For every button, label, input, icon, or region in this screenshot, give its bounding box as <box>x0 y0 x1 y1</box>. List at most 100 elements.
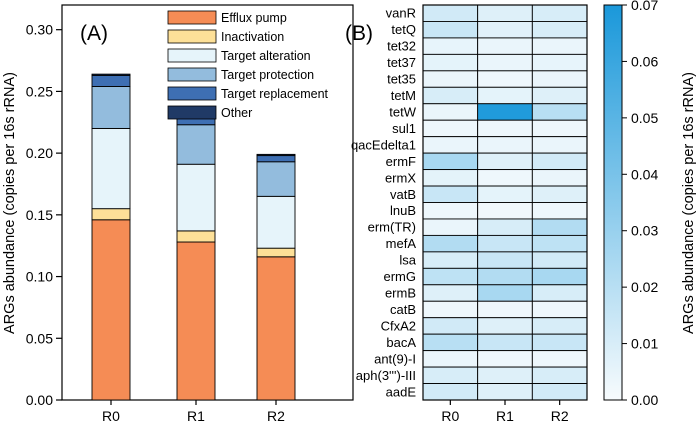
heatmap-cell <box>477 333 533 352</box>
heatmap-cell <box>531 300 588 319</box>
heatmap-cell <box>422 267 479 286</box>
heatmap-row-label: ermX <box>385 170 416 185</box>
heatmap-cell <box>477 152 533 171</box>
heatmap-cell <box>477 350 533 368</box>
heatmap-cell <box>477 202 533 220</box>
heatmap-row-label: tetQ <box>391 22 416 37</box>
heatmap-cell <box>477 366 533 384</box>
heatmap-cell <box>422 284 479 302</box>
colorbar-ticks: 0.00 0.01 0.02 0.03 0.04 0.05 0.06 0.07 <box>622 0 658 408</box>
heatmap-row-label: aph(3''')-III <box>356 368 416 383</box>
heatmap-row-label: qacEdelta1 <box>351 137 416 152</box>
colorbar-label: ARGs abundance (copies per 16s rRNA) <box>681 72 697 334</box>
heatmap-cell <box>422 333 479 352</box>
heatmap-cell <box>531 218 588 236</box>
heatmap-cell <box>422 70 479 88</box>
heatmap-cells <box>422 4 588 401</box>
heatmap-cell <box>477 119 533 138</box>
heatmap-cell <box>531 333 588 352</box>
panel-a-y-axis-label: ARGs abundance (copies per 16s rRNA) <box>2 72 18 334</box>
heatmap-cell <box>422 350 479 368</box>
heatmap-cell <box>477 284 533 302</box>
bar-segment <box>176 230 216 243</box>
heatmap-cell <box>477 21 533 39</box>
heatmap-cell <box>477 218 533 236</box>
heatmap-column-label: R0 <box>441 408 459 424</box>
heatmap-cell <box>531 103 588 121</box>
heatmap-row-label: bacA <box>386 335 416 350</box>
bar-segment <box>256 247 296 258</box>
bar-segment <box>91 74 131 87</box>
heatmap-cell <box>531 136 588 154</box>
heatmap-cell <box>422 169 479 187</box>
legend-label: Target protection <box>221 68 314 82</box>
heatmap-cell <box>531 350 588 368</box>
colorbar-tick-label: 0.01 <box>631 336 658 352</box>
legend-swatch <box>167 86 217 101</box>
heatmap-cell <box>531 202 588 220</box>
heatmap-cell <box>477 136 533 154</box>
heatmap-cell <box>531 284 588 302</box>
heatmap-cell <box>422 103 479 121</box>
heatmap-cell <box>531 86 588 105</box>
heatmap-row-label: vanR <box>386 6 416 21</box>
heatmap-cell <box>477 383 533 401</box>
heatmap-row-label: lsa <box>399 253 416 268</box>
colorbar-gradient <box>603 4 623 401</box>
bar-segment <box>91 86 131 129</box>
heatmap-cell <box>477 185 533 203</box>
y-tick-label: 0.30 <box>26 22 53 38</box>
heatmap-column-label: R1 <box>496 408 514 424</box>
heatmap-row-label: ermG <box>384 269 417 284</box>
heatmap-cell <box>422 152 479 171</box>
heatmap-cell <box>422 4 479 22</box>
heatmap-row-label: mefA <box>386 236 417 251</box>
legend-label: Efflux pump <box>221 11 287 25</box>
heatmap-row-label: tet35 <box>387 72 416 87</box>
bar-segment <box>91 127 131 210</box>
x-tick-label: R2 <box>267 408 285 424</box>
y-tick-label: 0.15 <box>26 207 53 223</box>
heatmap-cell <box>531 53 588 72</box>
heatmap-cell <box>531 4 588 22</box>
legend-label: Other <box>221 106 252 120</box>
colorbar-tick-label: 0.07 <box>631 0 658 13</box>
heatmap-row-label: tet32 <box>387 39 416 54</box>
legend-swatch <box>167 29 217 44</box>
bar-segment <box>256 161 296 197</box>
heatmap-cell <box>422 202 479 220</box>
x-tick-label: R0 <box>102 408 120 424</box>
heatmap-cell <box>531 383 588 401</box>
legend-label: Target alteration <box>221 49 311 63</box>
y-tick-label: 0.20 <box>26 145 53 161</box>
colorbar: 0.00 0.01 0.02 0.03 0.04 0.05 0.06 0.07 ARGs ab… <box>603 0 697 408</box>
panel-b-label: (B) <box>345 22 373 45</box>
heatmap-cell <box>422 300 479 319</box>
bar-segment <box>176 163 216 232</box>
heatmap-row-label: tetM <box>391 88 416 103</box>
y-tick-label: 0.00 <box>26 392 53 408</box>
heatmap-cell <box>422 136 479 154</box>
heatmap-row-label: CfxA2 <box>381 318 416 333</box>
bar-segment <box>91 208 131 221</box>
panel-a-stacked-bar-chart: (A) ARGs abundance (copies per 16s rRNA)… <box>2 4 354 424</box>
heatmap-cell <box>477 70 533 88</box>
heatmap-row-label: catB <box>390 302 416 317</box>
panel-a-x-axis: R0 R1 R2 <box>102 400 285 424</box>
heatmap-cell <box>477 317 533 335</box>
heatmap-cell <box>531 267 588 286</box>
legend-label: Target replacement <box>221 87 329 101</box>
heatmap-cell <box>422 383 479 401</box>
heatmap-cell <box>531 70 588 88</box>
heatmap-cell <box>531 234 588 253</box>
heatmap-row-label: ermF <box>386 154 416 169</box>
panel-a-y-axis: 0.00 0.05 0.10 0.15 0.20 0.25 0.30 <box>26 22 62 408</box>
heatmap-cell <box>477 37 533 55</box>
y-tick-label: 0.10 <box>26 269 53 285</box>
bar-segment <box>256 155 296 163</box>
heatmap-cell <box>422 366 479 384</box>
heatmap-cell <box>422 317 479 335</box>
heatmap-cell <box>531 119 588 138</box>
x-tick-label: R1 <box>187 408 205 424</box>
heatmap-cell <box>422 37 479 55</box>
